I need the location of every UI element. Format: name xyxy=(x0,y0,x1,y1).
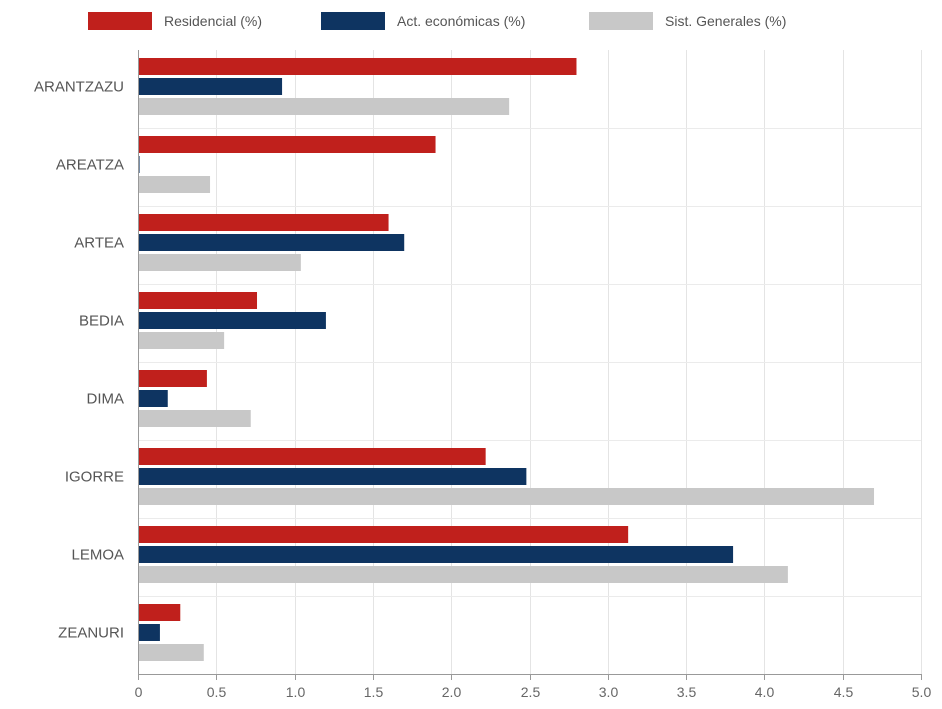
bar-zeanuri-series-2 xyxy=(138,644,204,661)
x-tick-label: 2.5 xyxy=(521,684,541,700)
legend-item-1[interactable]: Act. económicas (%) xyxy=(321,12,525,30)
category-labels: ARANTZAZU AREATZA ARTEA BEDIA DIMA IGORRE LEMO… xyxy=(34,79,124,642)
bar-arantzazu-series-1 xyxy=(138,78,283,95)
legend-swatch xyxy=(589,12,653,30)
bar-igorre-series-2 xyxy=(138,488,875,505)
bar-dima-series-2 xyxy=(138,410,251,427)
axes xyxy=(138,50,922,680)
category-label: AREATZA xyxy=(56,157,124,174)
bar-bedia-series-1 xyxy=(138,312,326,329)
x-tick-label: 2.0 xyxy=(442,684,462,700)
x-tick-label: 4.0 xyxy=(755,684,775,700)
category-label: ZEANURI xyxy=(58,625,124,642)
x-tick-label: 0.5 xyxy=(207,684,227,700)
category-label: IGORRE xyxy=(65,469,124,486)
bar-arantzazu-series-2 xyxy=(138,98,510,115)
bar-areatza-series-2 xyxy=(138,176,211,193)
category-label: ARTEA xyxy=(74,235,124,252)
category-label: ARANTZAZU xyxy=(34,79,124,96)
bar-areatza-series-0 xyxy=(138,136,436,153)
legend-swatch xyxy=(321,12,385,30)
bar-bedia-series-0 xyxy=(138,292,258,309)
bar-artea-series-1 xyxy=(138,234,405,251)
category-separators xyxy=(138,128,921,597)
legend: Residencial (%) Act. económicas (%) Sist. … xyxy=(88,12,786,30)
bar-artea-series-0 xyxy=(138,214,389,231)
legend-item-2[interactable]: Sist. Generales (%) xyxy=(589,12,786,30)
bar-lemoa-series-2 xyxy=(138,566,788,583)
bar-arantzazu-series-0 xyxy=(138,58,577,75)
legend-label: Sist. Generales (%) xyxy=(665,13,786,29)
legend-label: Residencial (%) xyxy=(164,13,262,29)
bar-zeanuri-series-1 xyxy=(138,624,160,641)
x-tick-labels: 0 0.5 1.0 1.5 2.0 2.5 3.0 3.5 4.0 4.5 5.0 xyxy=(135,684,932,700)
x-tick-label: 5.0 xyxy=(912,684,932,700)
bar-artea-series-2 xyxy=(138,254,301,271)
x-tick-label: 1.5 xyxy=(364,684,384,700)
legend-swatch xyxy=(88,12,152,30)
bar-bedia-series-2 xyxy=(138,332,225,349)
bar-igorre-series-1 xyxy=(138,468,527,485)
bar-lemoa-series-1 xyxy=(138,546,734,563)
category-label: DIMA xyxy=(87,391,125,408)
x-tick-label: 0 xyxy=(135,684,143,700)
category-label: LEMOA xyxy=(71,547,124,564)
x-tick-label: 3.5 xyxy=(677,684,697,700)
bars xyxy=(138,58,875,661)
x-tick-label: 3.0 xyxy=(599,684,619,700)
bar-zeanuri-series-0 xyxy=(138,604,181,621)
category-label: BEDIA xyxy=(79,313,124,330)
x-tick-label: 4.5 xyxy=(834,684,854,700)
legend-label: Act. económicas (%) xyxy=(397,13,525,29)
legend-item-0[interactable]: Residencial (%) xyxy=(88,12,262,30)
bar-dima-series-1 xyxy=(138,390,168,407)
bar-lemoa-series-0 xyxy=(138,526,629,543)
x-tick-label: 1.0 xyxy=(286,684,306,700)
bar-dima-series-0 xyxy=(138,370,207,387)
bar-igorre-series-0 xyxy=(138,448,486,465)
